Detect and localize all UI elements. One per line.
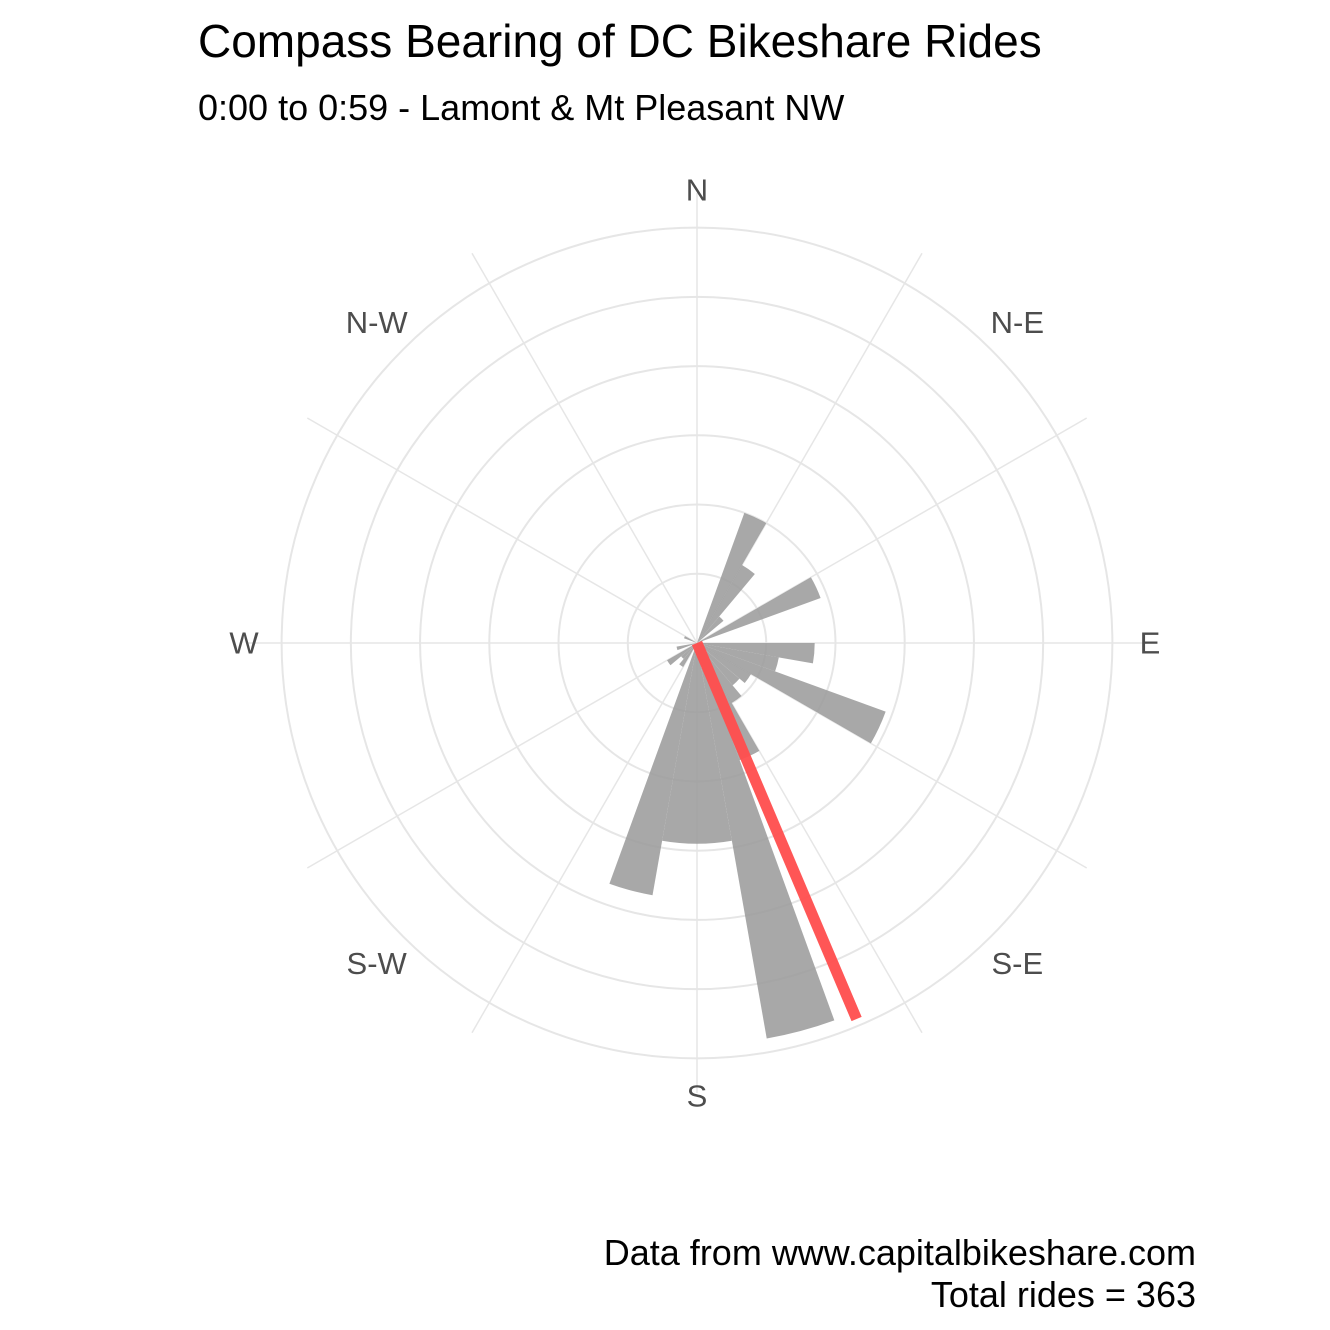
bar-135 (697, 643, 740, 686)
polar-grid (247, 193, 1147, 1093)
bar-295 (683, 636, 697, 643)
direction-label-w: W (229, 626, 259, 661)
bar-25 (697, 512, 767, 643)
bar-65 (697, 577, 821, 643)
chart-subtitle: 0:00 to 0:59 - Lamont & Mt Pleasant NW (198, 87, 845, 128)
bar-115 (697, 643, 886, 744)
direction-label-n: N (686, 173, 708, 208)
bar-95 (697, 643, 815, 664)
bar-105 (697, 643, 779, 672)
caption-source: Data from www.capitalbikeshare.com (603, 1232, 1196, 1273)
bar-45 (697, 616, 724, 643)
bar-165 (697, 643, 835, 1039)
bar-175 (697, 643, 732, 844)
direction-label-s-w: S-W (347, 946, 408, 981)
grid-spoke (471, 252, 698, 644)
caption-total: Total rides = 363 (930, 1274, 1196, 1315)
bar-215 (679, 643, 697, 667)
grid-spoke (306, 417, 698, 644)
bar-235 (667, 643, 697, 666)
direction-label-s-e: S-E (991, 946, 1043, 981)
mean-bearing (691, 640, 862, 1022)
bar-35 (697, 565, 755, 643)
direction-labels: N N-E E S-E S S-W W N-W (229, 173, 1160, 1114)
chart-title: Compass Bearing of DC Bikeshare Rides (198, 15, 1042, 67)
direction-label-e: E (1140, 626, 1161, 661)
direction-label-s: S (687, 1079, 708, 1114)
direction-label-n-w: N-W (346, 305, 409, 340)
bar-series (609, 512, 886, 1039)
bar-255 (676, 643, 697, 651)
grid-spoke (696, 417, 1088, 644)
bar-125 (697, 643, 751, 684)
bar-195 (609, 643, 697, 896)
bar-185 (662, 643, 697, 844)
direction-label-n-e: N-E (991, 305, 1044, 340)
mean-bearing-line (691, 640, 862, 1022)
grid-spoke (696, 642, 923, 1034)
grid-spoke (306, 642, 698, 869)
grid-spoke (471, 642, 698, 1034)
